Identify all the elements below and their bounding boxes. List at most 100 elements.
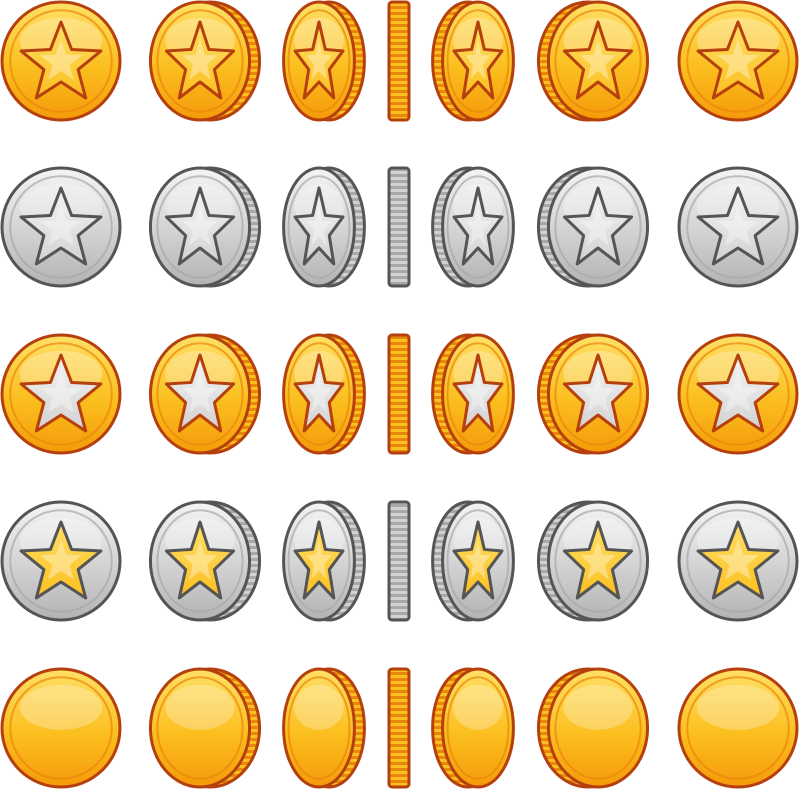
star-icon xyxy=(164,520,236,600)
star-shine xyxy=(580,540,616,580)
coin-inner-ring xyxy=(446,509,510,613)
coin-inner-ring xyxy=(554,342,642,446)
star-icon xyxy=(696,353,780,433)
coin-inner-ring xyxy=(686,676,790,780)
coin-inner-ring xyxy=(9,509,113,613)
coin-frame-4 xyxy=(387,333,411,455)
coin-frame-7 xyxy=(677,500,799,622)
coin-inner-ring xyxy=(554,509,642,613)
star-shine xyxy=(40,540,82,580)
coin-frame-6 xyxy=(536,333,650,455)
coin-inner-ring xyxy=(287,509,351,613)
coin-row-gold-coin-gold-star xyxy=(0,0,799,122)
coin-frame-7 xyxy=(677,166,799,288)
coin-inner-ring xyxy=(156,509,244,613)
star-shine xyxy=(717,40,759,80)
coin-inner-ring xyxy=(446,342,510,446)
coin-inner-ring xyxy=(446,175,510,279)
coin-frame-5 xyxy=(431,667,515,789)
star-shine xyxy=(306,206,332,246)
star-icon xyxy=(452,353,504,433)
coin-inner-ring xyxy=(446,676,510,780)
coin-frame-2 xyxy=(148,667,262,789)
coin-frame-3 xyxy=(282,333,366,455)
coin-inner-ring xyxy=(287,676,351,780)
coin-edge xyxy=(387,667,411,789)
coin-frame-6 xyxy=(536,166,650,288)
star-shine xyxy=(465,540,491,580)
coin-frame-2 xyxy=(148,166,262,288)
star-icon xyxy=(164,353,236,433)
coin-frame-2 xyxy=(148,0,262,122)
coin-frame-7 xyxy=(677,0,799,122)
coin-inner-ring xyxy=(686,509,790,613)
star-icon xyxy=(293,520,345,600)
star-shine xyxy=(717,540,759,580)
star-icon xyxy=(164,20,236,100)
coin-inner-ring xyxy=(156,9,244,113)
coin-frame-3 xyxy=(282,667,366,789)
coin-frame-6 xyxy=(536,0,650,122)
coin-inner-ring xyxy=(686,9,790,113)
star-shine xyxy=(40,40,82,80)
coin-frame-5 xyxy=(431,166,515,288)
coin-inner-ring xyxy=(554,9,642,113)
star-shine xyxy=(306,40,332,80)
coin-frame-3 xyxy=(282,500,366,622)
coin-edge xyxy=(387,500,411,622)
star-shine xyxy=(580,206,616,246)
coin-inner-ring xyxy=(156,676,244,780)
coin-row-silver-coin-silver-star xyxy=(0,166,799,288)
star-shine xyxy=(182,540,218,580)
coin-face xyxy=(677,667,799,789)
star-shine xyxy=(465,206,491,246)
star-icon xyxy=(164,186,236,266)
coin-highlight xyxy=(453,684,503,730)
coin-inner-ring xyxy=(554,175,642,279)
coin-frame-3 xyxy=(282,166,366,288)
coin-face xyxy=(0,667,122,789)
coin-frame-1 xyxy=(0,0,122,122)
coin-row-gold-coin-silver-star xyxy=(0,333,799,455)
coin-frame-4 xyxy=(387,166,411,288)
star-icon xyxy=(452,520,504,600)
coin-highlight xyxy=(165,684,235,730)
coin-frame-6 xyxy=(536,500,650,622)
coin-highlight xyxy=(19,684,103,730)
coin-frame-4 xyxy=(387,500,411,622)
coin-face xyxy=(441,667,515,789)
coin-frame-1 xyxy=(0,500,122,622)
star-icon xyxy=(452,186,504,266)
coin-frame-5 xyxy=(431,333,515,455)
coin-frame-6 xyxy=(536,667,650,789)
coin-face xyxy=(282,667,356,789)
star-icon xyxy=(696,520,780,600)
coin-frame-1 xyxy=(0,333,122,455)
star-icon xyxy=(293,186,345,266)
star-icon xyxy=(696,186,780,266)
coin-highlight xyxy=(696,684,780,730)
coin-inner-ring xyxy=(287,175,351,279)
star-icon xyxy=(562,186,634,266)
coin-inner-ring xyxy=(287,342,351,446)
coin-inner-ring xyxy=(686,175,790,279)
star-shine xyxy=(580,40,616,80)
coin-inner-ring xyxy=(9,175,113,279)
coin-face xyxy=(546,667,650,789)
star-shine xyxy=(465,40,491,80)
star-icon xyxy=(19,186,103,266)
star-icon xyxy=(19,520,103,600)
coin-face xyxy=(148,667,252,789)
coin-inner-ring xyxy=(9,342,113,446)
coin-inner-ring xyxy=(156,342,244,446)
star-icon xyxy=(19,20,103,100)
star-shine xyxy=(306,373,332,413)
star-shine xyxy=(182,373,218,413)
star-shine xyxy=(40,206,82,246)
coin-inner-ring xyxy=(554,676,642,780)
coin-row-gold-coin-blank xyxy=(0,667,799,789)
star-icon xyxy=(293,353,345,433)
coin-edge xyxy=(387,333,411,455)
coin-edge xyxy=(387,166,411,288)
